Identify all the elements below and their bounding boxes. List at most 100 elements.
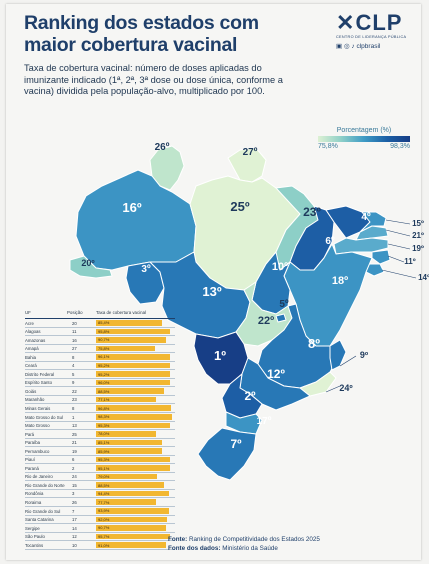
state-rs — [197, 427, 257, 481]
row-rate-label: 96,0% — [98, 380, 110, 386]
map-rank-label: 21º — [412, 231, 424, 240]
table-row: Paraíba 21 85,1% — [25, 439, 175, 448]
row-uf: Pernambuco — [25, 448, 50, 454]
row-uf: Piauí — [25, 457, 35, 463]
table-row: Ceará 4 95,2% — [25, 362, 175, 371]
row-position: 11 — [72, 329, 77, 335]
row-bar: 85,1% — [96, 439, 162, 446]
leader-line — [385, 219, 411, 225]
data-source-line: Fonte dos dados: Ministério da Saúde — [168, 544, 278, 552]
row-rate-label: 98,3% — [98, 414, 110, 420]
row-position: 12 — [72, 534, 77, 540]
state-ac — [69, 255, 113, 279]
row-uf: Paraíba — [25, 440, 41, 446]
row-position: 4 — [72, 363, 75, 369]
map-rank-label: 1º — [214, 348, 226, 363]
map-rank-label: 12º — [267, 367, 285, 381]
row-bar: 95,2% — [96, 371, 170, 377]
row-bar: 85,4% — [96, 320, 162, 326]
row-position: 6 — [72, 457, 75, 463]
row-uf: Mato Grosso — [25, 423, 50, 429]
row-uf: Minas Gerais — [25, 405, 51, 411]
row-position: 1 — [72, 414, 75, 420]
clp-logo: ✕CLP CENTRO DE LIDERANÇA PÚBLICA ▣ ◎ ♪ c… — [336, 12, 416, 51]
table-row: Sergipe 14 90,7% — [25, 524, 175, 533]
state-am — [75, 169, 197, 271]
table-row: Piauí 6 95,3% — [25, 456, 175, 465]
table-row: Amapá 27 75,8% — [25, 345, 175, 354]
row-bar: 95,7% — [96, 533, 170, 540]
map-rank-label: 18º — [332, 275, 348, 287]
map-rank-label: 27º — [243, 147, 258, 158]
row-rate-label: 96,8% — [98, 405, 110, 411]
row-rate-label: 95,1% — [98, 465, 110, 471]
table-row: Roraima 26 77,7% — [25, 498, 175, 508]
row-bar: 90,7% — [96, 337, 167, 343]
state-es — [329, 339, 347, 371]
row-rate-label: 90,7% — [98, 337, 110, 343]
legend-max: 98,3% — [390, 143, 410, 150]
map-rank-label: 2º — [244, 389, 256, 403]
page-subtitle: Taxa de cobertura vacinal: número de dos… — [24, 63, 283, 96]
row-rate-label: 85,1% — [98, 439, 110, 445]
table-row: Rondônia 3 94,4% — [25, 490, 175, 499]
map-rank-label: 11º — [404, 257, 415, 266]
row-position: 24 — [72, 474, 77, 480]
row-bar: 88,5% — [96, 482, 165, 488]
map-rank-label: 16º — [122, 200, 141, 215]
table-row: Minas Gerais 8 96,8% — [25, 404, 175, 414]
leader-line — [385, 229, 411, 237]
row-bar: 88,5% — [96, 388, 165, 394]
row-bar: 96,8% — [96, 405, 171, 411]
row-bar: 93,9% — [96, 508, 169, 514]
map-rank-label: 10º — [272, 261, 288, 273]
ranking-table: UF Posição Taxa de cobertura vacinal Acr… — [25, 307, 175, 550]
row-position: 20 — [72, 320, 77, 326]
row-uf: Sergipe — [25, 525, 40, 531]
row-bar: 95,3% — [96, 422, 170, 429]
row-position: 21 — [72, 440, 77, 446]
map-rank-label: 25º — [230, 199, 249, 214]
map-rank-label: 9º — [360, 350, 369, 360]
row-rate-label: 77,1% — [98, 397, 110, 403]
table-row: Mato Grosso 13 95,3% — [25, 422, 175, 431]
source-line: Fonte: Ranking de Competitividade dos Es… — [168, 536, 320, 543]
map-rank-label: 6º — [325, 236, 335, 247]
table-row: Acre 20 85,4% — [25, 319, 175, 328]
row-rate-label: 95,3% — [98, 422, 110, 428]
map-rank-label: 20º — [81, 258, 95, 268]
row-bar: 96,1% — [96, 354, 171, 360]
row-uf: Espírito Santo — [25, 380, 52, 386]
row-uf: Ceará — [25, 363, 37, 369]
map-rank-label: 13º — [202, 284, 221, 299]
table-row: Santa Catarina 17 92,0% — [25, 516, 175, 525]
map-rank-label: 26º — [155, 142, 170, 153]
row-uf: Paraná — [25, 465, 39, 471]
row-uf: Goiás — [25, 388, 37, 394]
row-position: 16 — [72, 337, 77, 343]
row-uf: Rio Grande do Sul — [25, 508, 61, 514]
row-bar: 85,9% — [96, 448, 163, 454]
row-position: 13 — [72, 423, 77, 429]
legend-gradient — [318, 136, 410, 142]
sources: Fonte: Ranking de Competitividade dos Es… — [168, 536, 320, 553]
map-rank-label: 22º — [258, 315, 274, 327]
table-row: Rio Grande do Norte 15 88,5% — [25, 481, 175, 490]
map-rank-label: 19º — [412, 244, 424, 253]
row-bar: 98,3% — [96, 414, 172, 420]
row-uf: Bahia — [25, 354, 36, 360]
state-sc — [225, 411, 263, 435]
row-uf: Pará — [25, 431, 35, 437]
legend-title: Porcentagem (%) — [336, 127, 392, 134]
header-position: Posição — [67, 310, 83, 315]
table-row: Alagoas 11 95,8% — [25, 328, 175, 337]
header-uf: UF — [25, 310, 31, 315]
row-rate-label: 91,0% — [98, 542, 110, 548]
row-bar: 91,0% — [96, 542, 167, 548]
row-uf: Rondônia — [25, 491, 44, 497]
social-icons: ▣ ◎ ♪ — [336, 43, 357, 50]
table-row: São Paulo 12 95,7% — [25, 533, 175, 542]
row-bar: 77,1% — [96, 396, 156, 403]
table-row: Pará 25 78,0% — [25, 430, 175, 439]
row-position: 3 — [72, 491, 75, 497]
